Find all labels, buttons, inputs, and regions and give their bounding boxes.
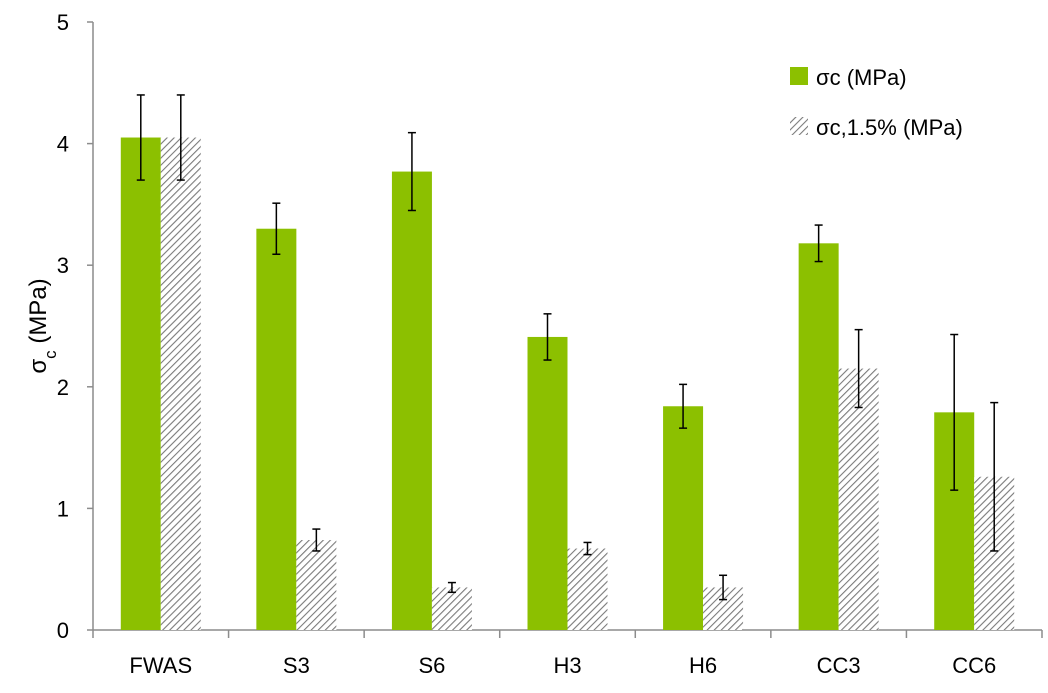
bar: [431, 587, 472, 630]
bar: [256, 228, 297, 630]
legend: σc (MPa) σc,1.5% (MPa): [790, 65, 963, 140]
y-axis-title-symbol: σ: [25, 359, 52, 374]
legend-label: σc,1.5% (MPa): [816, 115, 963, 140]
y-axis-title-unit: (MPa): [25, 278, 52, 350]
x-tick-label: CC3: [817, 653, 861, 678]
y-tick-label: 0: [57, 618, 69, 643]
x-tick-label: S6: [418, 653, 445, 678]
axes: [87, 21, 1043, 638]
y-tick-label: 5: [57, 10, 69, 35]
y-tick-label: 2: [57, 375, 69, 400]
legend-label: σc (MPa): [816, 65, 907, 90]
bar: [120, 137, 161, 630]
bar: [296, 540, 337, 630]
bar: [663, 406, 704, 630]
labels: 0 1 2 3 4 5 FWAS S3 S6 H3 H6 CC3 CC6 σc (MPa): [25, 10, 996, 678]
y-tick-label: 4: [57, 132, 69, 157]
legend-swatch: [790, 67, 808, 85]
x-tick-label: S3: [283, 653, 310, 678]
bar: [160, 137, 201, 630]
bar: [391, 171, 432, 630]
x-tick-label: CC6: [952, 653, 996, 678]
bar: [798, 243, 839, 630]
bar: [838, 368, 879, 630]
legend-swatch: [790, 117, 808, 135]
x-tick-label: H6: [689, 653, 717, 678]
y-tick-label: 1: [57, 496, 69, 521]
error-bars: [136, 94, 999, 601]
y-axis-title-subscript: c: [41, 350, 60, 359]
bars: [120, 137, 1015, 630]
x-tick-label: H3: [553, 653, 581, 678]
x-tick-label: FWAS: [129, 653, 192, 678]
y-tick-label: 3: [57, 253, 69, 278]
bar: [527, 336, 568, 630]
y-axis-title: σc (MPa): [25, 278, 60, 373]
bar: [567, 548, 608, 630]
